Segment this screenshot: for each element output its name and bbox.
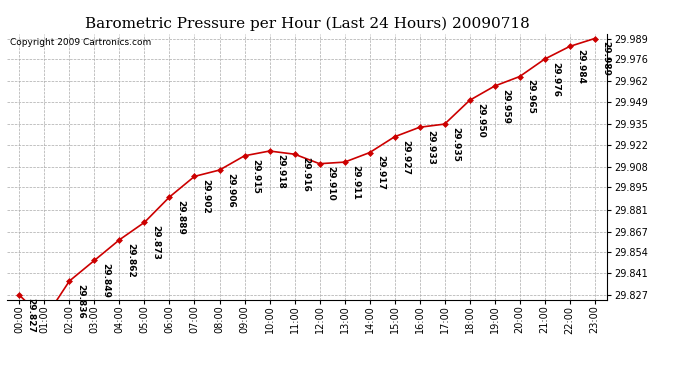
Text: 29.915: 29.915 xyxy=(251,159,260,194)
Text: 29.873: 29.873 xyxy=(151,225,160,260)
Text: 29.917: 29.917 xyxy=(377,155,386,190)
Text: Copyright 2009 Cartronics.com: Copyright 2009 Cartronics.com xyxy=(10,38,151,47)
Text: 29.910: 29.910 xyxy=(326,166,335,201)
Text: 29.976: 29.976 xyxy=(551,62,560,97)
Text: 29.984: 29.984 xyxy=(577,49,586,84)
Text: 29.959: 29.959 xyxy=(502,89,511,124)
Text: 29.935: 29.935 xyxy=(451,127,460,162)
Text: 29.849: 29.849 xyxy=(101,263,110,298)
Text: 29.911: 29.911 xyxy=(351,165,360,200)
Text: 29.989: 29.989 xyxy=(602,41,611,76)
Text: 29.906: 29.906 xyxy=(226,173,235,208)
Text: 29.965: 29.965 xyxy=(526,80,535,114)
Text: 29.889: 29.889 xyxy=(177,200,186,235)
Text: 29.933: 29.933 xyxy=(426,130,435,165)
Text: 29.916: 29.916 xyxy=(302,157,310,192)
Title: Barometric Pressure per Hour (Last 24 Hours) 20090718: Barometric Pressure per Hour (Last 24 Ho… xyxy=(85,17,529,31)
Text: 29.827: 29.827 xyxy=(26,298,35,333)
Text: 29.918: 29.918 xyxy=(277,154,286,189)
Text: 29.927: 29.927 xyxy=(402,140,411,174)
Text: 29.862: 29.862 xyxy=(126,243,135,277)
Text: 29.812: 29.812 xyxy=(0,374,1,375)
Text: 29.836: 29.836 xyxy=(77,284,86,318)
Text: 29.902: 29.902 xyxy=(201,179,210,214)
Text: 29.950: 29.950 xyxy=(477,103,486,138)
